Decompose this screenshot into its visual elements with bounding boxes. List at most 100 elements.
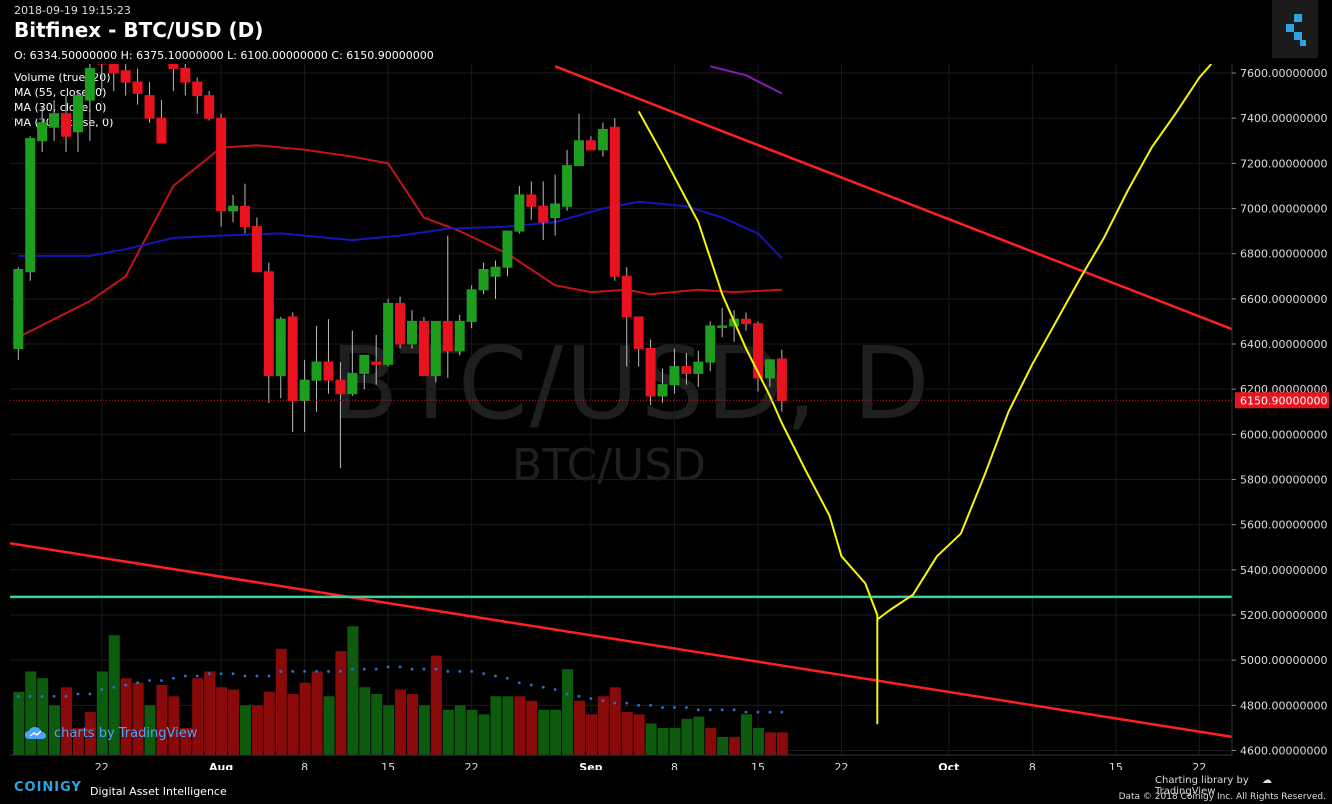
volume-bar bbox=[204, 671, 216, 755]
volume-bar bbox=[752, 727, 764, 755]
last-price-label-bg bbox=[1235, 392, 1329, 409]
candle bbox=[311, 325, 322, 412]
volume-ma-point bbox=[40, 694, 44, 698]
volume-bar bbox=[311, 671, 323, 755]
footer-brand[interactable]: COINIGY bbox=[14, 780, 82, 795]
price-tick-label: 5600.00000000 bbox=[1240, 519, 1327, 532]
candle-body bbox=[72, 95, 83, 133]
charting-credit-brand: TradingView bbox=[1155, 786, 1216, 797]
candle bbox=[585, 136, 596, 151]
volume-bar bbox=[323, 696, 335, 755]
volume-ma-point bbox=[494, 674, 497, 678]
volume-ma-point bbox=[458, 670, 462, 673]
volume-ma-point bbox=[410, 667, 414, 671]
volume-ma-point bbox=[279, 670, 283, 673]
volume-ma-point bbox=[16, 694, 20, 698]
volume-ma-point bbox=[470, 670, 474, 673]
volume-bar bbox=[454, 705, 466, 755]
candle bbox=[741, 312, 752, 331]
candle-body bbox=[84, 68, 95, 101]
coinigy-logo-icon[interactable] bbox=[1272, 0, 1318, 58]
candle bbox=[776, 349, 787, 412]
volume-ma-point bbox=[339, 670, 342, 673]
candle-body bbox=[645, 348, 656, 397]
volume-bar bbox=[61, 687, 73, 755]
volume-bar bbox=[490, 696, 502, 755]
volume-ma-point bbox=[267, 674, 271, 678]
candle bbox=[681, 353, 692, 385]
volume-ma-point bbox=[756, 710, 760, 714]
candle-body bbox=[216, 117, 227, 212]
price-tick-label: 5000.00000000 bbox=[1240, 654, 1327, 667]
volume-bar bbox=[359, 687, 371, 755]
candle-body bbox=[299, 379, 310, 401]
volume-ma-point bbox=[649, 703, 652, 707]
volume-bar bbox=[681, 718, 693, 755]
volume-bar bbox=[478, 714, 490, 755]
volume-ma-point bbox=[434, 667, 438, 671]
candle bbox=[752, 321, 763, 392]
volume-ma-point bbox=[88, 692, 92, 696]
candles bbox=[13, 64, 787, 469]
candle-body bbox=[526, 194, 537, 207]
candle bbox=[108, 64, 119, 92]
watermark-pair: BTC/USD bbox=[512, 440, 707, 491]
volume-ma-point bbox=[732, 708, 736, 712]
candle bbox=[633, 316, 644, 367]
candle-body bbox=[454, 320, 465, 352]
candle-body bbox=[239, 205, 250, 228]
volume-ma-point bbox=[673, 706, 676, 709]
volume-bar bbox=[693, 716, 705, 755]
legend-item-ma30[interactable]: MA (30, close, 0) bbox=[14, 101, 107, 114]
candle bbox=[263, 262, 274, 403]
candle-body bbox=[538, 205, 549, 223]
candle bbox=[430, 320, 441, 383]
last-price-label: 6150.90000000 bbox=[1240, 394, 1327, 407]
volume-bar bbox=[84, 712, 96, 755]
candle-body bbox=[585, 140, 596, 151]
candle-body bbox=[514, 194, 525, 232]
volume-bar bbox=[192, 678, 204, 755]
volume-bar bbox=[371, 694, 383, 755]
candle-body bbox=[371, 361, 382, 365]
price-tick-label: 7600.00000000 bbox=[1240, 67, 1327, 80]
candle-body bbox=[418, 320, 429, 377]
tradingview-badge[interactable]: charts by TradingView bbox=[24, 725, 197, 741]
volume-ma-point bbox=[529, 683, 533, 687]
volume-ma-point bbox=[386, 665, 390, 669]
volume-ma-point bbox=[744, 710, 748, 714]
volume-bar bbox=[621, 712, 633, 755]
candle bbox=[72, 91, 83, 153]
volume-bar bbox=[108, 635, 120, 755]
candle bbox=[657, 368, 668, 403]
volume-bar bbox=[669, 727, 681, 755]
candle-body bbox=[752, 323, 763, 379]
legend-item-ma55[interactable]: MA (55, close, 0) bbox=[14, 86, 107, 99]
charting-credit[interactable]: Charting library by ☁ TradingView bbox=[1155, 775, 1332, 797]
volume-bar bbox=[526, 700, 538, 755]
volume-bar bbox=[645, 723, 657, 755]
volume-ma-point bbox=[553, 688, 557, 691]
candle-body bbox=[156, 117, 167, 144]
candle bbox=[347, 330, 358, 396]
candle-body bbox=[633, 316, 644, 350]
time-tick-label: 8 bbox=[1029, 761, 1036, 774]
volume-ma-point bbox=[291, 670, 295, 673]
volume-ma-point bbox=[577, 694, 581, 698]
candle-body bbox=[311, 361, 322, 381]
candle-body bbox=[192, 81, 203, 97]
volume-ma-point bbox=[171, 676, 175, 680]
volume-bar bbox=[49, 705, 61, 755]
candle bbox=[168, 64, 179, 92]
candle bbox=[490, 260, 501, 299]
volume-bar bbox=[776, 732, 788, 755]
candle bbox=[371, 334, 382, 385]
volume-bar bbox=[299, 682, 311, 755]
candle bbox=[228, 194, 239, 223]
candle-body bbox=[764, 359, 775, 379]
volume-bar bbox=[538, 709, 550, 755]
candle-body bbox=[228, 205, 239, 212]
tradingview-logo-icon: ☁ bbox=[1261, 775, 1272, 786]
candle bbox=[502, 230, 513, 277]
